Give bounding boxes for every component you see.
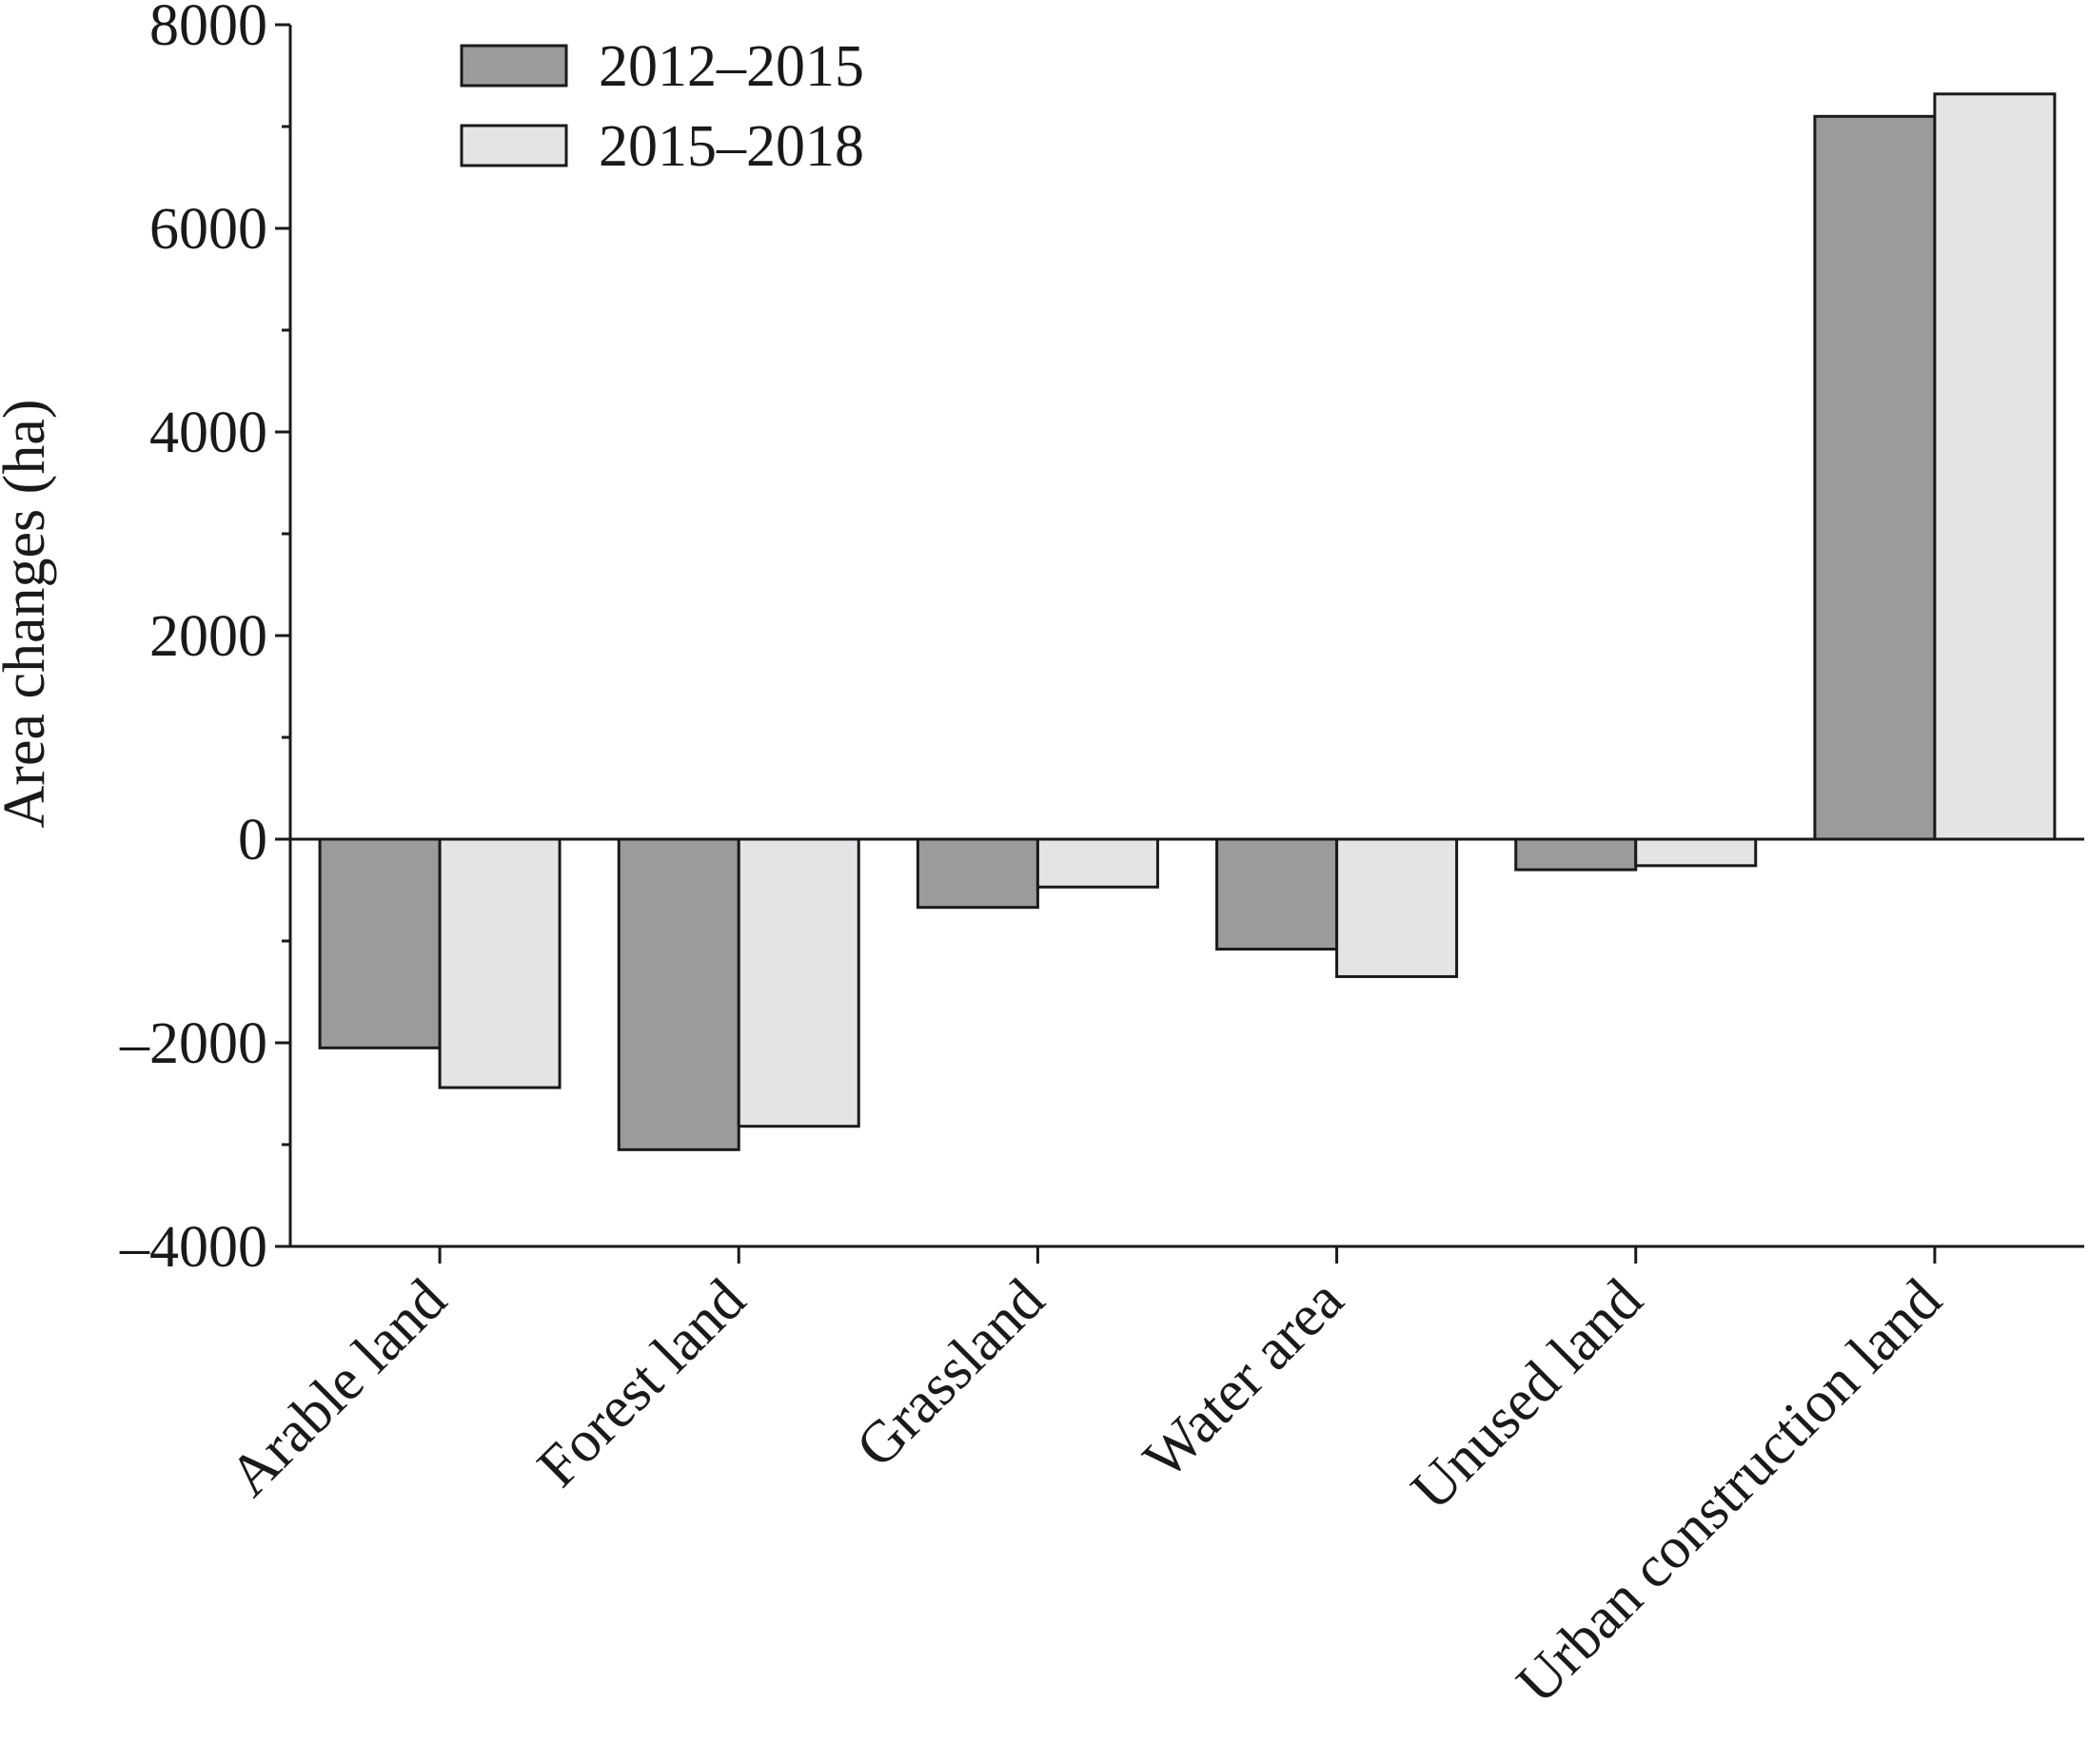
legend-swatch [460,124,568,167]
bar-series2-grassland [1035,837,1159,889]
x-tick-label: Water area [1132,1267,1356,1492]
y-tick-label: –2000 [119,1011,267,1076]
legend-label: 2012–2015 [599,34,864,99]
y-tick-label: 6000 [149,197,267,262]
legend-swatch [460,44,568,88]
bar-series1-grassland [916,837,1039,910]
y-axis-title: Area changes (ha) [0,400,57,829]
bar-series1-arable-land [318,837,442,1049]
y-tick-label: 4000 [149,401,267,465]
x-tick-label: Arable land [217,1267,459,1509]
bar-series1-forest-land [617,837,740,1151]
y-axis: –4000 –2000 0 2000 4000 6000 8000 [119,0,292,1280]
x-tick-label: Unused land [1399,1267,1654,1522]
legend: 2012–2015 2015–2018 [460,34,864,179]
y-tick-label: 2000 [149,604,267,669]
bar-series1-urban-construction-land [1813,114,1937,841]
x-tick-label: Forest land [525,1267,758,1499]
y-tick-label: 8000 [149,0,267,58]
bar-series2-water-area [1335,837,1459,978]
bars [318,92,2057,1151]
bar-series2-forest-land [737,837,860,1128]
bar-series1-unused-land [1514,837,1638,872]
bar-series2-urban-construction-land [1933,92,2057,841]
y-tick-label: –4000 [119,1215,267,1280]
bar-series2-unused-land [1634,837,1758,868]
y-tick-label: 0 [238,808,267,872]
bar-series1-water-area [1215,837,1339,951]
bar-series2-arable-land [438,837,562,1089]
x-tick-label: Grassland [844,1267,1056,1480]
legend-label: 2015–2018 [599,114,864,179]
